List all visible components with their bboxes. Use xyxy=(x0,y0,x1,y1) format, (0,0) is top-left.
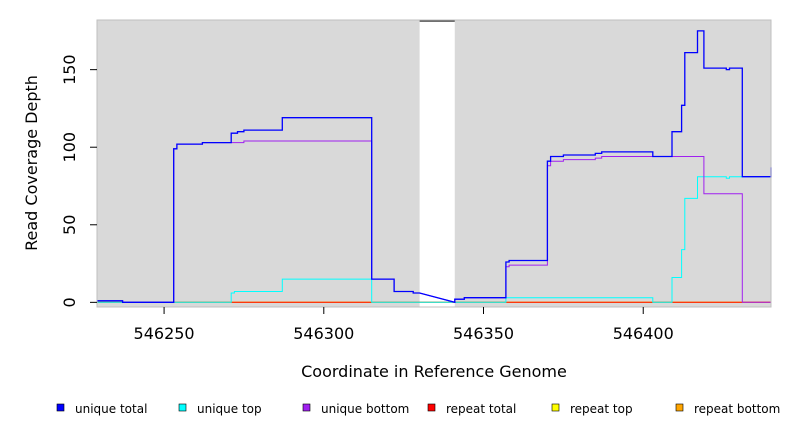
legend-label: unique top xyxy=(197,402,262,416)
x-tick-label: 546300 xyxy=(293,324,354,343)
axes: 546250 546300 546350 546400 0 50 100 150 xyxy=(60,19,772,343)
legend-label: repeat total xyxy=(446,402,516,416)
series-unique-top xyxy=(97,176,771,303)
legend-label: unique bottom xyxy=(321,402,409,416)
y-tick-label: 0 xyxy=(60,297,79,307)
legend-swatch xyxy=(675,403,684,412)
y-tick-label: 150 xyxy=(60,54,79,85)
legend-swatch xyxy=(178,403,187,412)
series-lines xyxy=(97,30,772,304)
legend-label: repeat top xyxy=(570,402,633,416)
legend-label: unique total xyxy=(75,402,147,416)
legend-swatch xyxy=(302,403,311,412)
gap-region xyxy=(419,20,455,307)
y-axis-label: Read Coverage Depth xyxy=(22,75,41,251)
x-tick-label: 546400 xyxy=(613,324,674,343)
legend-swatch xyxy=(56,403,65,412)
x-tick-label: 546350 xyxy=(453,324,514,343)
plot-border xyxy=(96,19,772,308)
y-tick-label: 100 xyxy=(60,132,79,163)
legend-swatch xyxy=(551,403,560,412)
legend-label: repeat bottom xyxy=(694,402,780,416)
x-axis-label: Coordinate in Reference Genome xyxy=(301,362,567,381)
y-tick-label: 50 xyxy=(60,215,79,235)
x-tick-label: 546250 xyxy=(134,324,195,343)
legend-swatch xyxy=(427,403,436,412)
legend: unique total unique top unique bottom repea… xyxy=(56,402,780,416)
gap-band xyxy=(419,20,455,307)
series-unique-total xyxy=(97,30,772,304)
